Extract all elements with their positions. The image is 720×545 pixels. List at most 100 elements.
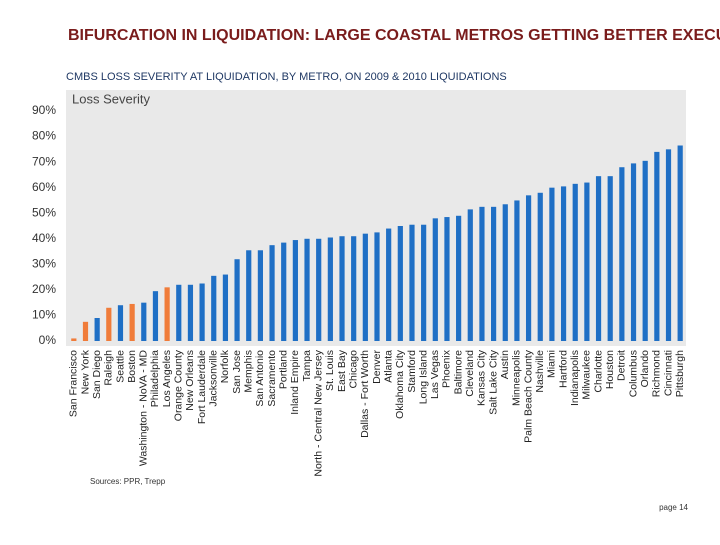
x-tick-label: Kansas City <box>476 349 488 406</box>
x-tick-label: Charlotte <box>592 350 604 393</box>
bar <box>397 226 403 341</box>
bar <box>607 176 613 341</box>
bar <box>152 291 159 341</box>
x-tick-label: Hartford <box>557 350 569 388</box>
x-tick-label: Oklahoma City <box>394 349 406 419</box>
bar <box>456 215 462 341</box>
bar <box>642 160 648 341</box>
bar <box>292 240 298 341</box>
x-tick-label: Miami <box>546 350 558 378</box>
x-tick-label: Phoenix <box>441 349 453 388</box>
x-tick-label: Memphis <box>243 350 255 393</box>
x-tick-label: Long Island <box>417 350 429 404</box>
bar <box>327 237 333 341</box>
x-tick-label: Boston <box>126 350 138 383</box>
bar <box>537 192 543 341</box>
bar <box>187 284 194 341</box>
x-tick-label: Sacramento <box>266 350 278 407</box>
x-tick-label: Detroit <box>616 350 628 381</box>
x-tick-label: Palm Beach County <box>522 349 534 443</box>
bar <box>222 274 229 341</box>
x-tick-label: Austin <box>499 350 511 379</box>
series-label: Loss Severity <box>72 91 151 106</box>
x-tick-label: Portland <box>277 350 289 389</box>
y-tick-label: 40% <box>32 231 56 245</box>
bar <box>421 224 427 341</box>
bar <box>176 284 182 341</box>
bar <box>386 228 392 341</box>
x-tick-label: Orlando <box>639 350 651 388</box>
x-tick-label: St. Louis <box>324 350 336 391</box>
x-tick-label: Indianapolis <box>569 350 581 406</box>
y-tick-label: 0% <box>39 333 57 347</box>
x-tick-label: Houston <box>604 350 616 389</box>
bar <box>677 145 683 341</box>
bar <box>71 338 77 341</box>
x-tick-label: Stamford <box>406 350 418 393</box>
bar <box>351 236 357 341</box>
bar <box>339 236 345 341</box>
x-tick-label: Milwaukee <box>581 350 593 400</box>
x-tick-label: San Diego <box>91 350 103 399</box>
bar <box>654 151 660 341</box>
bar <box>117 305 124 341</box>
x-tick-label: Denver <box>371 350 383 384</box>
bar <box>479 206 485 341</box>
x-tick-label: Seattle <box>114 350 126 383</box>
bar <box>584 182 590 341</box>
source-note: Sources: PPR, Trepp <box>90 477 166 486</box>
x-tick-label: Norfolk <box>219 349 231 383</box>
bar <box>234 259 240 341</box>
bar <box>94 318 100 341</box>
x-tick-label: New Orleans <box>184 350 196 411</box>
x-tick-label: Washington - NoVA - MD <box>138 350 150 467</box>
bar <box>409 224 415 341</box>
x-tick-label: Orange County <box>173 349 185 421</box>
y-tick-label: 60% <box>32 180 56 194</box>
x-tick-label: Salt Lake City <box>487 349 499 415</box>
x-tick-label: San Jose <box>231 350 243 394</box>
y-tick-label: 70% <box>32 154 56 168</box>
bar <box>467 209 473 341</box>
bar <box>502 204 508 341</box>
x-tick-label: East Bay <box>336 349 348 392</box>
bar <box>491 206 497 341</box>
x-tick-label: Raleigh <box>103 350 115 386</box>
y-tick-label: 20% <box>32 282 56 296</box>
x-tick-label: Inland Empire <box>289 350 301 415</box>
x-tick-label: Las Vegas <box>429 350 441 399</box>
bar <box>444 217 450 341</box>
bar <box>257 250 263 341</box>
x-tick-label: Los Angeles <box>161 350 173 407</box>
x-tick-label: New York <box>79 349 91 394</box>
bar <box>164 287 170 341</box>
bar <box>106 307 112 341</box>
x-tick-label: Tampa <box>301 350 313 382</box>
x-tick-label: Columbus <box>627 350 639 397</box>
y-tick-label: 80% <box>32 129 56 143</box>
x-tick-label: Philadelphia <box>149 350 161 407</box>
bar <box>549 187 555 341</box>
bar <box>199 283 205 341</box>
x-tick-label: Dallas - Fort Worth <box>359 350 371 438</box>
x-tick-label: Richmond <box>651 350 663 397</box>
bar <box>211 275 217 341</box>
bar <box>82 321 89 341</box>
bar <box>665 149 672 341</box>
bar <box>572 183 578 341</box>
x-tick-label: Cincinnati <box>662 350 674 396</box>
page-number: page 14 <box>659 503 688 512</box>
y-tick-label: 50% <box>32 205 56 219</box>
x-tick-label: Pittsburgh <box>674 350 686 397</box>
x-tick-label: Jacksonville <box>208 350 220 407</box>
x-tick-label: Baltimore <box>452 350 464 395</box>
bar <box>525 195 532 341</box>
chart-title: BIFURCATION IN LIQUIDATION: LARGE COASTA… <box>68 27 720 44</box>
x-tick-label: San Francisco <box>68 350 80 417</box>
y-tick-label: 10% <box>32 308 56 322</box>
bar <box>141 302 147 341</box>
bar <box>269 245 275 341</box>
bar <box>374 232 380 341</box>
bar <box>304 238 310 341</box>
